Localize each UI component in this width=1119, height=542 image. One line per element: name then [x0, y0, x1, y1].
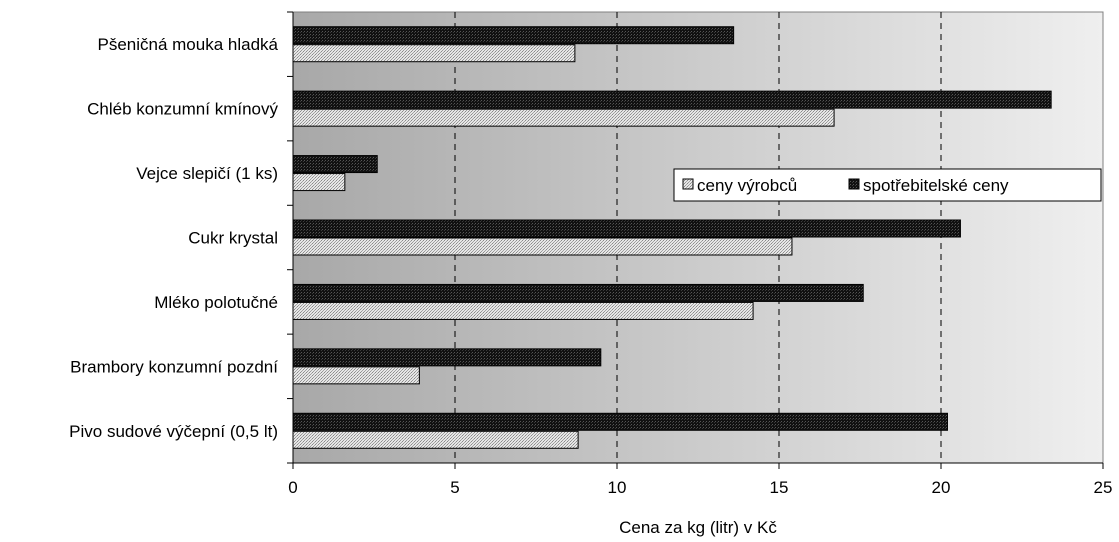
legend-swatch-producer: [682, 178, 694, 190]
bar-producer-price: [292, 173, 346, 192]
legend-label-consumer: spotřebitelské ceny: [863, 176, 1009, 195]
bar-producer-price: [292, 430, 579, 449]
bar-producer-price: [292, 108, 835, 127]
bars: [292, 26, 1052, 449]
category-label: Brambory konzumní pozdní: [70, 357, 278, 376]
bar-producer-price: [292, 301, 754, 320]
bar-producer-price: [292, 366, 420, 385]
legend: ceny výrobců spotřebitelské ceny: [673, 168, 1102, 202]
x-tick-label: 10: [608, 478, 627, 497]
bar-consumer-price: [292, 348, 602, 367]
legend-swatch-consumer: [848, 178, 860, 190]
axes: [287, 11, 1104, 469]
category-label: Chléb konzumní kmínový: [87, 100, 278, 119]
category-label: Mléko polotučné: [154, 293, 278, 312]
category-label: Pšeničná mouka hladká: [97, 35, 278, 54]
legend-label-producer: ceny výrobců: [697, 176, 797, 195]
x-tick-label: 25: [1094, 478, 1113, 497]
x-axis-title: Cena za kg (litr) v Kč: [619, 518, 777, 537]
x-tick-label: 15: [770, 478, 789, 497]
bar-consumer-price: [292, 283, 864, 302]
bar-consumer-price: [292, 90, 1052, 109]
labels: Pšeničná mouka hladká Chléb konzumní kmín…: [69, 35, 1112, 497]
x-tick-label: 0: [288, 478, 297, 497]
bar-consumer-price: [292, 219, 961, 238]
x-tick-label: 20: [932, 478, 951, 497]
bar-producer-price: [292, 237, 793, 256]
bar-consumer-price: [292, 155, 378, 174]
bar-producer-price: [292, 44, 576, 63]
bar-consumer-price: [292, 412, 948, 431]
bar-consumer-price: [292, 26, 735, 45]
category-label: Pivo sudové výčepní (0,5 lt): [69, 422, 278, 441]
x-tick-label: 5: [450, 478, 459, 497]
legend-box: [673, 168, 1102, 202]
category-label: Cukr krystal: [188, 229, 278, 248]
category-label: Vejce slepičí (1 ks): [136, 164, 278, 183]
